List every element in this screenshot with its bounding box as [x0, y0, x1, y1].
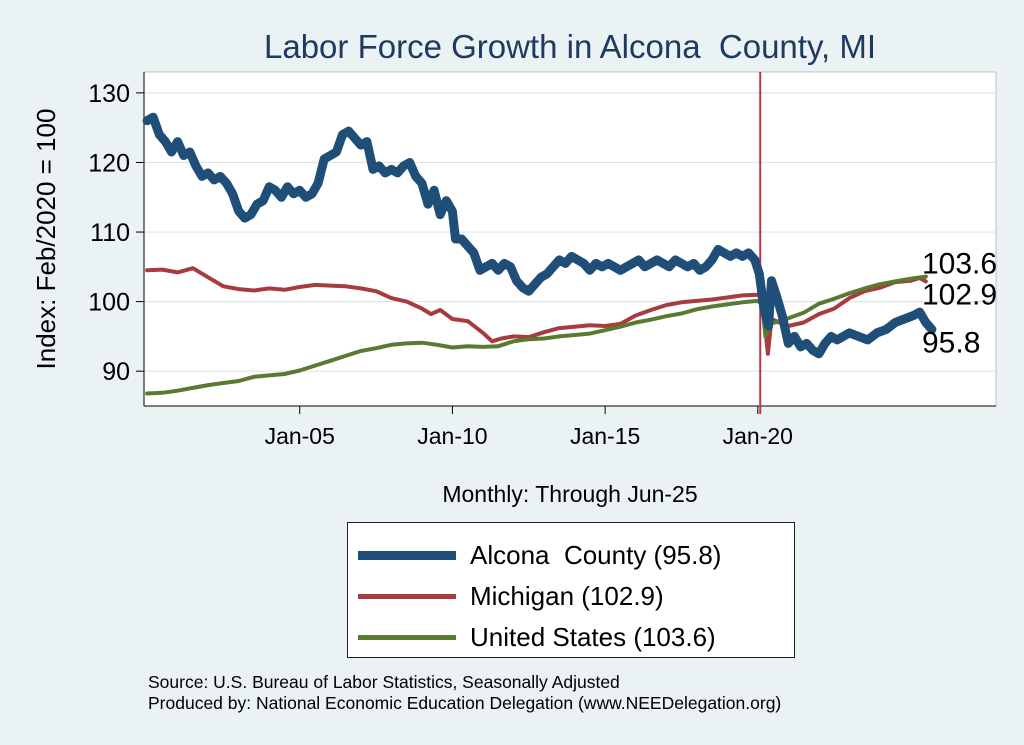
- series-line-united-states: [145, 274, 928, 396]
- y-tick-label-100: 100: [88, 289, 130, 317]
- x-tick-label-Jan-10: Jan-10: [417, 423, 487, 449]
- legend: Alcona County (95.8) Michigan (102.9) Un…: [347, 522, 795, 658]
- end-label-michigan: 102.9: [922, 278, 997, 311]
- end-label-united-states: 103.6: [922, 248, 997, 281]
- legend-item-alcona: Alcona County (95.8): [358, 537, 721, 573]
- producer-line: Produced by: National Economic Education…: [148, 693, 782, 713]
- x-tick-label-Jan-05: Jan-05: [265, 423, 335, 449]
- series-line-michigan: [145, 266, 928, 356]
- legend-label-alcona: Alcona County (95.8): [470, 539, 722, 570]
- y-tick-label-120: 120: [88, 149, 130, 177]
- source-line: Source: U.S. Bureau of Labor Statistics,…: [148, 672, 620, 692]
- x-tick-label-Jan-15: Jan-15: [570, 423, 640, 449]
- legend-swatch-alcona: [358, 550, 456, 560]
- chart-title: Labor Force Growth in Alcona County, MI: [264, 28, 876, 65]
- y-tick-label-110: 110: [90, 219, 130, 247]
- line-chart: 90 100 110 120 130 Jan-05 Jan-10 Jan-15 Jan-20 9…: [31, 71, 997, 507]
- legend-item-michigan: Michigan (102.9): [358, 578, 664, 614]
- y-axis-label: Index: Feb/2020 = 100: [31, 109, 61, 370]
- x-axis-label: Monthly: Through Jun-25: [442, 481, 697, 507]
- legend-swatch-united-states: [358, 634, 456, 640]
- plot-area: [143, 71, 997, 407]
- end-label-alcona: 95.8: [922, 326, 980, 359]
- series-lines: [142, 112, 937, 396]
- legend-item-united-states: United States (103.6): [358, 619, 716, 655]
- axes: 90 100 110 120 130 Jan-05 Jan-10 Jan-15 Jan-20: [88, 72, 996, 449]
- gridlines: [144, 92, 996, 372]
- legend-swatch-michigan: [358, 593, 456, 599]
- source-note: Source: U.S. Bureau of Labor Statistics,…: [148, 672, 781, 714]
- y-tick-label-130: 130: [88, 80, 130, 108]
- y-tick-label-90: 90: [102, 358, 130, 386]
- x-tick-label-Jan-20: Jan-20: [723, 423, 793, 449]
- legend-label-united-states: United States (103.6): [470, 621, 716, 652]
- series-line-alcona: [142, 112, 937, 359]
- legend-label-michigan: Michigan (102.9): [470, 580, 664, 611]
